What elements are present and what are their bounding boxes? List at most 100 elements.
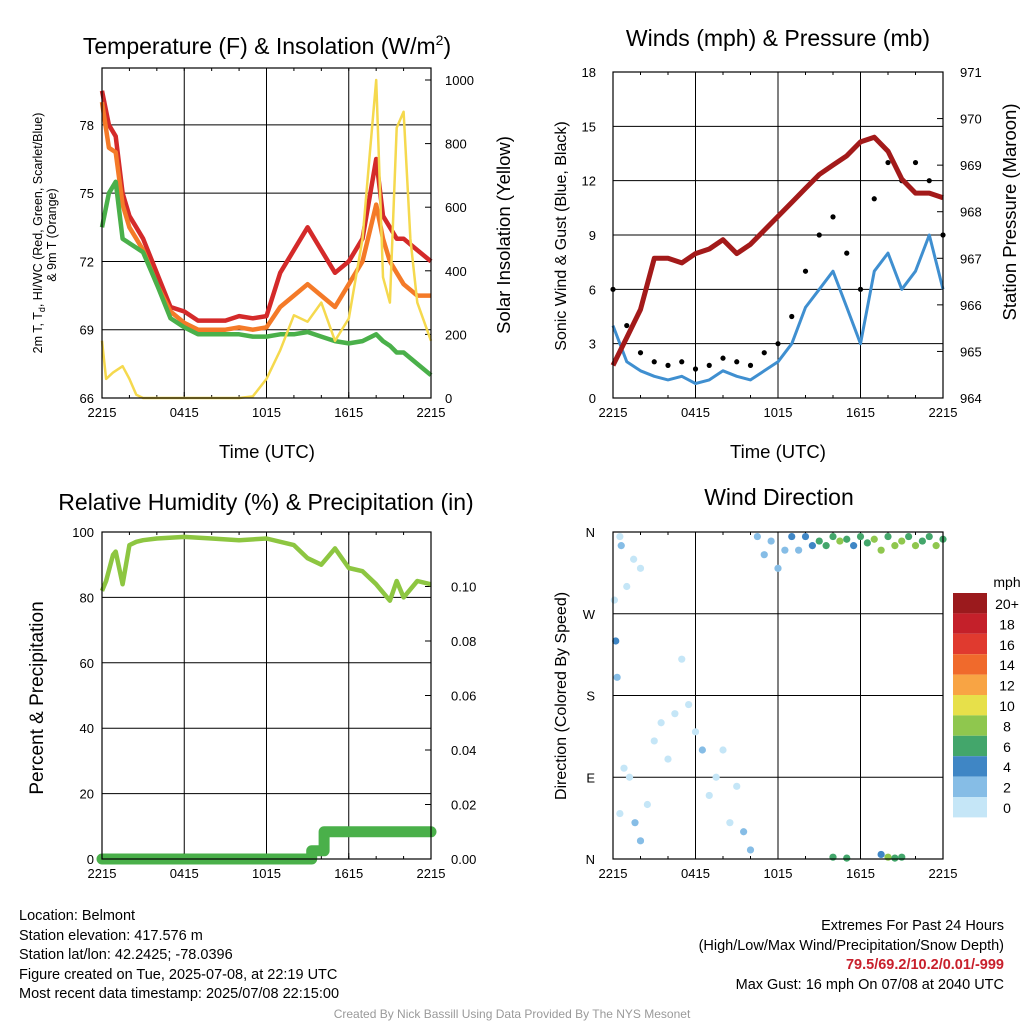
extremes-title: Extremes For Past 24 Hours bbox=[821, 918, 1004, 934]
direction-point bbox=[664, 755, 672, 763]
legend-label: 10 bbox=[999, 698, 1015, 714]
y2-tick-label: 600 bbox=[445, 200, 467, 215]
station-location: Location: Belmont bbox=[19, 908, 136, 924]
y-tick-label: 60 bbox=[80, 656, 94, 671]
title-close: ) bbox=[443, 33, 451, 59]
x-tick-label: 2215 bbox=[929, 405, 958, 420]
direction-point bbox=[705, 791, 713, 800]
gust-point bbox=[720, 355, 726, 361]
gust-point bbox=[706, 362, 712, 368]
y-axis-label: 2m T, Td, HI/WC (Red, Green, Scarlet/Blu… bbox=[31, 113, 47, 354]
gust-point bbox=[679, 359, 685, 365]
direction-point bbox=[650, 737, 658, 745]
legend-swatch bbox=[953, 776, 987, 797]
y2-tick-label: 0.10 bbox=[451, 580, 476, 595]
y-tick-label: N bbox=[586, 525, 595, 540]
legend-swatch bbox=[953, 654, 987, 675]
direction-point bbox=[691, 728, 700, 736]
x-tick-label: 1015 bbox=[252, 405, 281, 420]
gust-point bbox=[775, 341, 781, 347]
legend-swatch bbox=[953, 593, 987, 614]
direction-point bbox=[726, 819, 734, 827]
gust-point bbox=[926, 178, 932, 184]
legend-swatch bbox=[953, 674, 987, 695]
y-axis-label-line2: & 9m T (Orange) bbox=[45, 188, 59, 281]
x-tick-label: 2215 bbox=[599, 405, 628, 420]
y2-tick-label: 400 bbox=[445, 264, 467, 279]
direction-point bbox=[829, 532, 837, 541]
y2-tick-label: 0.08 bbox=[451, 634, 476, 649]
y-tick-label: 75 bbox=[80, 186, 94, 201]
gust-point bbox=[912, 159, 919, 166]
legend-swatch bbox=[953, 797, 987, 818]
gust-point bbox=[637, 350, 644, 356]
direction-point bbox=[801, 532, 810, 541]
extremes-subtitle: (High/Low/Max Wind/Precipitation/Snow De… bbox=[698, 937, 1004, 954]
x-tick-label: 0415 bbox=[681, 405, 710, 420]
x-tick-label: 1615 bbox=[334, 405, 363, 420]
station-info: Location: Belmont Station elevation: 417… bbox=[19, 907, 339, 1005]
x-tick-label: 2215 bbox=[929, 866, 958, 881]
x-tick-label: 2215 bbox=[88, 405, 117, 420]
direction-point bbox=[643, 800, 651, 809]
y-axis-label: Percent & Precipitation bbox=[27, 601, 48, 794]
direction-point bbox=[612, 637, 620, 645]
credit-line: Created By Nick Bassill Using Data Provi… bbox=[333, 1007, 691, 1021]
y2-tick-label: 1000 bbox=[445, 73, 474, 88]
y2-tick-label: 967 bbox=[960, 251, 982, 266]
y-tick-label: 9 bbox=[589, 228, 596, 243]
legend-swatch bbox=[953, 715, 987, 736]
extremes-values: 79.5/69.2/10.2/0.01/-999 bbox=[845, 957, 1004, 973]
direction-point bbox=[746, 846, 755, 854]
y-tick-label: 72 bbox=[80, 254, 94, 269]
y2-tick-label: 966 bbox=[960, 298, 982, 313]
x-tick-label: 2215 bbox=[599, 866, 628, 881]
x-tick-label: 2215 bbox=[417, 405, 446, 420]
direction-point bbox=[623, 582, 631, 591]
gust-point bbox=[885, 159, 891, 166]
direction-point bbox=[898, 537, 906, 545]
gust-point bbox=[857, 286, 864, 292]
panel-title: Wind Direction bbox=[704, 484, 854, 510]
y2-tick-label: 800 bbox=[445, 137, 467, 152]
x-tick-label: 2215 bbox=[88, 866, 117, 881]
direction-point bbox=[678, 655, 686, 663]
x-tick-label: 0415 bbox=[170, 866, 199, 881]
series-line-sonic-wind bbox=[611, 233, 945, 385]
series-line-relative-humidity bbox=[99, 534, 432, 603]
station-elevation: Station elevation: 417.576 m bbox=[19, 927, 203, 944]
legend-label: 4 bbox=[1003, 759, 1011, 775]
direction-point bbox=[774, 564, 782, 572]
direction-point bbox=[884, 532, 892, 541]
gust-point bbox=[761, 350, 767, 356]
direction-point bbox=[788, 532, 796, 541]
legend-swatch bbox=[953, 695, 987, 716]
direction-point bbox=[815, 537, 823, 545]
plot-frame bbox=[101, 531, 432, 860]
y2-tick-label: 971 bbox=[960, 65, 982, 80]
direction-point bbox=[891, 854, 899, 862]
gust-point bbox=[734, 359, 740, 365]
direction-point bbox=[905, 532, 913, 541]
y-tick-label: 69 bbox=[80, 323, 94, 338]
direction-point bbox=[753, 532, 761, 541]
y-tick-label: 3 bbox=[589, 337, 596, 352]
direction-point bbox=[631, 819, 639, 827]
winds-panel: 2215 0415 1015 1615 221503691215189649659669… bbox=[553, 25, 1020, 462]
y2-tick-label: 0.00 bbox=[451, 852, 476, 867]
legend-swatch bbox=[953, 633, 987, 655]
y-axis-label: Sonic Wind & Gust (Blue, Black) bbox=[553, 121, 570, 350]
direction-point bbox=[856, 532, 865, 541]
plot-frame bbox=[612, 531, 944, 860]
direction-point bbox=[795, 546, 803, 554]
plot-frame bbox=[101, 67, 432, 399]
y-tick-label: W bbox=[583, 607, 596, 622]
direction-point bbox=[625, 773, 634, 781]
series-line-9m-t bbox=[99, 101, 431, 332]
x-tick-label: 1615 bbox=[846, 866, 875, 881]
x-tick-label: 1015 bbox=[252, 866, 281, 881]
x-tick-label: 1015 bbox=[764, 866, 793, 881]
x-axis-label: Time (UTC) bbox=[730, 441, 826, 462]
y2-tick-label: 964 bbox=[960, 391, 982, 406]
